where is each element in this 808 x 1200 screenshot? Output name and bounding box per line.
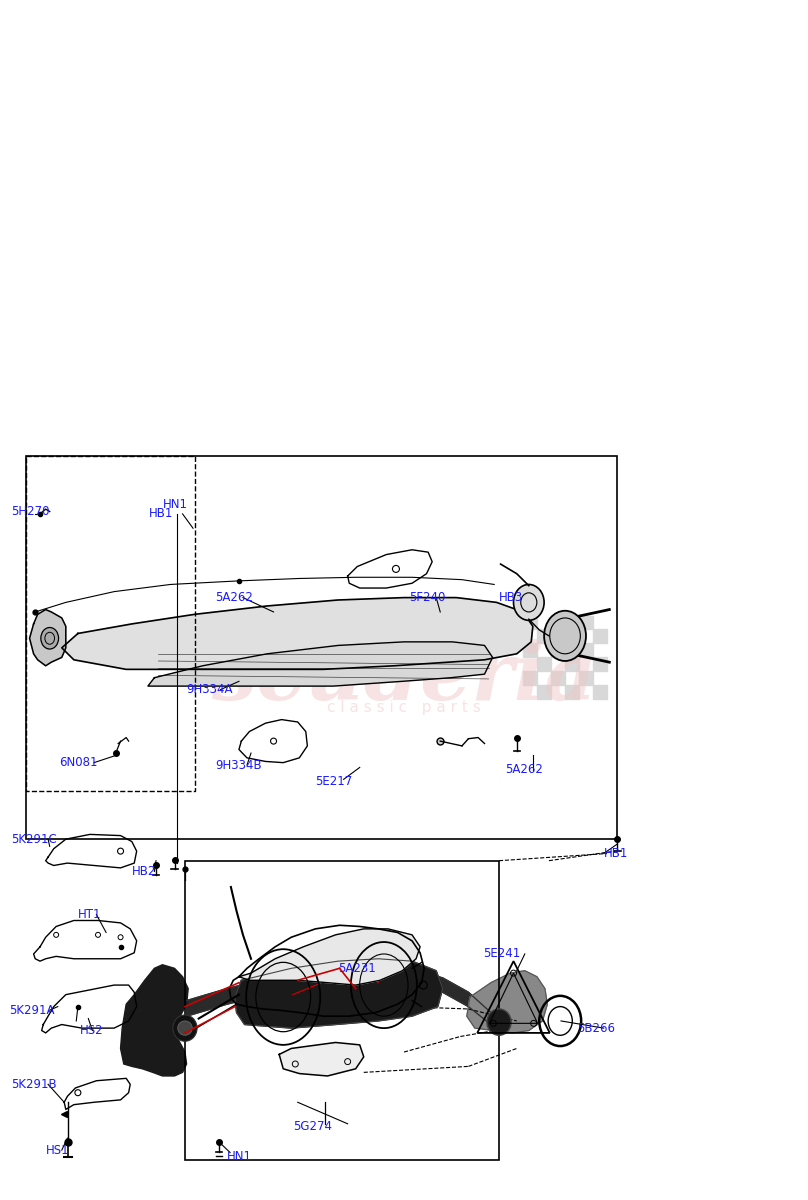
Bar	[565, 685, 579, 700]
Bar	[579, 643, 593, 658]
Bar	[26, 456, 195, 791]
Bar	[551, 616, 565, 630]
Polygon shape	[280, 1043, 364, 1076]
Text: HT1: HT1	[78, 908, 101, 922]
Polygon shape	[148, 642, 493, 686]
Ellipse shape	[41, 628, 58, 649]
Text: 5A231: 5A231	[338, 962, 376, 974]
Text: 5E217: 5E217	[315, 775, 352, 788]
Ellipse shape	[544, 611, 586, 661]
Polygon shape	[187, 966, 491, 1025]
Text: HS1: HS1	[46, 1144, 69, 1157]
Bar	[524, 671, 537, 685]
Bar	[26, 456, 617, 839]
Text: HB2: HB2	[132, 865, 156, 878]
Bar	[593, 630, 607, 643]
Text: HB1: HB1	[604, 847, 628, 860]
Bar	[551, 671, 565, 685]
Text: 5B266: 5B266	[577, 1021, 615, 1034]
Polygon shape	[61, 598, 532, 670]
Text: 5K291C: 5K291C	[11, 833, 57, 846]
Text: 9H334A: 9H334A	[187, 683, 233, 696]
Bar	[565, 630, 579, 643]
Polygon shape	[120, 965, 188, 1076]
Bar	[579, 671, 593, 685]
Bar	[524, 616, 537, 630]
Ellipse shape	[514, 584, 544, 620]
Bar	[579, 616, 593, 630]
Text: HB1: HB1	[149, 508, 173, 521]
Text: 5E241: 5E241	[483, 948, 520, 960]
Bar	[537, 630, 551, 643]
Text: 5K291B: 5K291B	[11, 1078, 57, 1091]
Polygon shape	[235, 959, 443, 1028]
Text: scuderia: scuderia	[211, 638, 597, 716]
Text: HB3: HB3	[499, 592, 524, 604]
Text: 9H334B: 9H334B	[215, 758, 262, 772]
Text: 5K291A: 5K291A	[10, 1003, 55, 1016]
Ellipse shape	[487, 1009, 511, 1036]
Text: 5F240: 5F240	[409, 592, 445, 604]
Text: HN1: HN1	[227, 1150, 252, 1163]
Polygon shape	[30, 610, 65, 666]
Text: c l a s s i c   p a r t s: c l a s s i c p a r t s	[327, 700, 481, 715]
Ellipse shape	[173, 1015, 197, 1042]
Bar	[185, 860, 499, 1159]
Text: 5G274: 5G274	[292, 1120, 332, 1133]
Bar	[593, 685, 607, 700]
Text: 5H270: 5H270	[11, 505, 49, 518]
Text: HN1: HN1	[162, 498, 187, 511]
Bar	[551, 643, 565, 658]
Bar	[537, 658, 551, 671]
Text: 5A262: 5A262	[215, 592, 253, 604]
Text: 6N081: 6N081	[59, 756, 98, 769]
Bar	[524, 643, 537, 658]
Polygon shape	[467, 971, 547, 1033]
Text: 5A262: 5A262	[505, 763, 542, 776]
Polygon shape	[239, 929, 420, 985]
Bar	[537, 685, 551, 700]
Bar	[593, 658, 607, 671]
Bar	[565, 658, 579, 671]
Text: HS2: HS2	[80, 1024, 104, 1037]
Ellipse shape	[178, 1021, 192, 1036]
